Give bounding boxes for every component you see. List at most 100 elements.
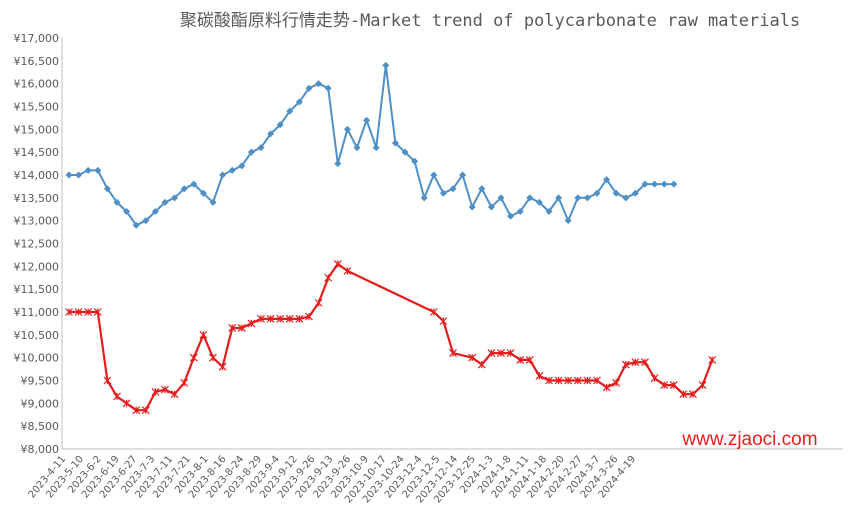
- data-point: [334, 160, 342, 168]
- data-point: [573, 376, 582, 385]
- data-point: [305, 84, 313, 92]
- data-point: [497, 349, 505, 358]
- x-axis: 2023-4-112023-5-102023-6-22023-6-192023-…: [27, 448, 843, 505]
- data-point: [247, 319, 256, 328]
- data-point: [333, 260, 342, 268]
- data-point: [151, 208, 159, 216]
- data-point: [602, 383, 611, 392]
- data-point: [93, 308, 102, 316]
- chart-title: 聚碳酸酯原料行情走势-Market trend of polycarbonate…: [180, 11, 800, 31]
- data-point: [554, 376, 563, 385]
- data-point: [219, 171, 227, 179]
- y-tick-label: ¥11,000: [14, 306, 60, 319]
- data-point: [516, 356, 525, 364]
- data-point: [660, 180, 668, 188]
- data-point: [276, 121, 284, 129]
- data-point: [622, 194, 630, 202]
- data-point: [151, 387, 160, 396]
- y-tick-label: ¥15,500: [14, 101, 60, 114]
- data-point: [343, 266, 352, 275]
- data-point: [507, 212, 515, 220]
- data-point: [343, 125, 351, 133]
- data-point: [506, 349, 515, 358]
- data-point: [103, 376, 112, 385]
- data-point: [103, 185, 111, 193]
- data-point: [555, 194, 563, 202]
- data-point: [535, 372, 544, 380]
- data-point: [295, 98, 303, 106]
- data-point: [420, 194, 428, 202]
- y-tick-label: ¥11,500: [14, 283, 60, 296]
- data-point: [382, 61, 390, 69]
- y-tick-label: ¥9,500: [21, 375, 60, 388]
- data-point: [267, 130, 275, 138]
- data-point: [698, 381, 707, 389]
- data-point: [487, 349, 496, 358]
- data-point: [65, 171, 73, 179]
- data-point: [689, 390, 697, 399]
- y-axis: ¥8,000 ¥8,500 ¥9,000 ¥9,500 ¥10,000 ¥10,500 ¥1…: [14, 32, 63, 456]
- data-point: [621, 360, 630, 369]
- data-point: [487, 203, 495, 211]
- data-point: [180, 185, 188, 193]
- data-point: [295, 314, 304, 323]
- data-point: [430, 171, 438, 179]
- data-point: [141, 406, 150, 415]
- data-point: [218, 362, 227, 371]
- data-point: [651, 180, 659, 188]
- data-point: [372, 144, 380, 152]
- data-point: [132, 406, 141, 415]
- data-point: [199, 189, 207, 197]
- data-point: [314, 298, 323, 307]
- data-point: [276, 314, 285, 323]
- y-tick-label: ¥13,000: [14, 215, 60, 228]
- y-tick-label: ¥14,000: [14, 169, 60, 182]
- y-tick-label: ¥16,000: [14, 78, 60, 91]
- data-point: [641, 358, 649, 367]
- y-tick-label: ¥14,500: [14, 146, 60, 159]
- data-point: [660, 381, 669, 389]
- data-point: [545, 376, 553, 385]
- data-point: [459, 171, 467, 179]
- data-point: [429, 308, 438, 316]
- data-point: [603, 176, 611, 184]
- data-point: [84, 166, 92, 174]
- data-point: [612, 378, 621, 387]
- watermark: www.zjaoci.com: [681, 429, 817, 450]
- data-point: [209, 198, 217, 206]
- data-point: [285, 314, 294, 323]
- data-point: [324, 84, 332, 92]
- y-tick-label: ¥15,000: [14, 123, 60, 136]
- data-point: [583, 194, 591, 202]
- data-point: [564, 217, 572, 225]
- data-point: [161, 385, 169, 394]
- data-point: [315, 80, 323, 88]
- data-point: [266, 314, 275, 323]
- data-point: [113, 198, 121, 206]
- data-point: [238, 162, 246, 170]
- y-tick-label: ¥16,500: [14, 55, 60, 68]
- data-point: [583, 376, 592, 385]
- y-tick-label: ¥8,500: [21, 420, 60, 433]
- data-point: [669, 381, 678, 389]
- data-point: [170, 390, 179, 399]
- data-point: [74, 308, 83, 316]
- data-point: [545, 208, 553, 216]
- data-point: [411, 157, 419, 165]
- y-tick-label: ¥10,000: [14, 352, 60, 365]
- data-point: [353, 144, 361, 152]
- data-point: [468, 203, 476, 211]
- y-tick-label: ¥13,500: [14, 192, 60, 205]
- data-point: [468, 353, 477, 362]
- data-point: [228, 166, 236, 174]
- series-1: [65, 61, 678, 229]
- data-point: [84, 308, 93, 316]
- data-point: [247, 148, 255, 156]
- y-tick-label: ¥10,500: [14, 329, 60, 342]
- data-point: [94, 166, 102, 174]
- data-point: [190, 180, 198, 188]
- data-point: [449, 349, 457, 358]
- data-point: [391, 139, 399, 147]
- data-point: [180, 378, 189, 387]
- data-point: [142, 217, 150, 225]
